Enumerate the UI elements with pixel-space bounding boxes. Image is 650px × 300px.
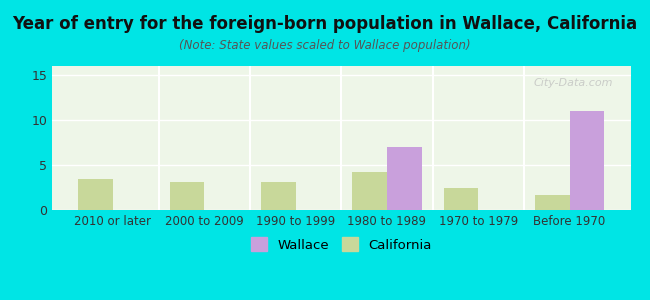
Bar: [535, 195, 569, 210]
Bar: [352, 172, 387, 210]
Text: City-Data.com: City-Data.com: [534, 77, 613, 88]
Bar: [170, 182, 204, 210]
Bar: [261, 182, 296, 210]
Text: (Note: State values scaled to Wallace population): (Note: State values scaled to Wallace po…: [179, 39, 471, 52]
Bar: [387, 147, 422, 210]
Bar: [443, 188, 478, 210]
Legend: Wallace, California: Wallace, California: [244, 231, 438, 258]
Text: Year of entry for the foreign-born population in Wallace, California: Year of entry for the foreign-born popul…: [12, 15, 638, 33]
Bar: [569, 111, 604, 210]
Bar: [78, 178, 113, 210]
